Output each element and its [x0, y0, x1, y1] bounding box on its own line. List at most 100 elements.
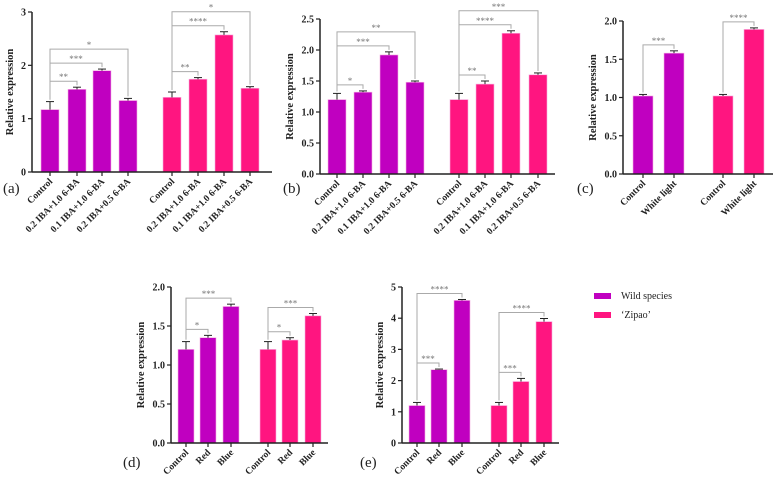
bar: [453, 300, 471, 444]
significance-label: ***: [356, 37, 370, 47]
y-tick-label: 0: [21, 168, 26, 179]
x-tick-label: Red: [425, 448, 444, 467]
bar: [512, 381, 530, 444]
legend-label: Wild species: [621, 291, 672, 302]
x-tick-label: Control: [699, 179, 729, 209]
significance-bracket: [642, 44, 675, 93]
y-axis-title: Relative expression: [375, 322, 386, 409]
legend: Wild species ‘Zipao’: [594, 291, 672, 321]
significance-label: ****: [476, 16, 495, 26]
bar: [304, 315, 322, 444]
bar: [162, 97, 182, 173]
x-tick-label: Blue: [529, 448, 549, 468]
significance-label: ****: [513, 304, 532, 314]
x-tick-label: Blue: [298, 448, 318, 468]
significance-bracket: [458, 10, 539, 92]
significance-bracket: [49, 48, 129, 100]
bar: [353, 91, 373, 175]
panel-label: (e): [360, 455, 377, 471]
panel-b: ***************0.00.51.01.52.02.5Relativ…: [283, 2, 555, 237]
bar: [240, 87, 260, 173]
significance-label: ***: [69, 54, 83, 64]
x-tick-label: Red: [507, 448, 526, 467]
significance-bracket: [336, 31, 416, 92]
y-axis-title: Relative expression: [5, 49, 16, 136]
significance-label: **: [181, 63, 191, 73]
bar: [449, 99, 469, 175]
panel-label: (c): [577, 181, 594, 197]
bar: [118, 100, 138, 173]
significance-bracket: [267, 331, 291, 340]
significance-label: ****: [431, 284, 450, 294]
legend-swatch: [594, 312, 611, 318]
x-tick-label: Blue: [216, 448, 236, 468]
y-tick-label: 0.5: [605, 131, 618, 142]
y-tick-label: 0.5: [153, 400, 166, 411]
x-tick-label: Control: [162, 448, 192, 478]
significance-label: ***: [492, 2, 506, 12]
bar: [632, 95, 654, 175]
bar: [430, 369, 448, 444]
y-tick-label: 5: [391, 283, 396, 294]
panel-label: (d): [123, 455, 141, 471]
bar: [188, 78, 208, 173]
y-tick-label: 3: [21, 8, 26, 19]
significance-bracket: [267, 307, 314, 340]
y-axis-title: Relative expression: [588, 54, 599, 141]
bar: [327, 99, 347, 175]
bar: [379, 54, 399, 175]
x-tick-label: Control: [619, 179, 649, 209]
x-tick-label: Red: [194, 448, 213, 467]
bar: [663, 52, 685, 175]
significance-bracket: [498, 312, 545, 401]
legend-swatch: [594, 293, 611, 299]
significance-label: *: [209, 3, 214, 13]
bar: [214, 34, 234, 173]
x-tick-label: Control: [393, 448, 423, 478]
bar: [501, 32, 521, 175]
y-tick-label: 2.0: [302, 46, 315, 57]
significance-label: ***: [421, 354, 435, 364]
bar: [475, 83, 495, 175]
y-tick-label: 2.0: [153, 283, 166, 294]
legend-label: ‘Zipao’: [621, 310, 651, 321]
significance-label: *: [348, 76, 353, 86]
panel-label: (b): [283, 181, 301, 197]
panel-label: (a): [3, 181, 20, 197]
y-tick-label: 2.0: [605, 17, 618, 28]
y-axis-title: Relative expression: [136, 322, 147, 409]
x-tick-label: Control: [244, 448, 274, 478]
y-tick-label: 1.5: [605, 55, 618, 66]
significance-label: *: [277, 323, 282, 333]
x-tick-label: Control: [475, 448, 505, 478]
bar: [40, 109, 60, 173]
y-tick-label: 0.5: [302, 139, 315, 150]
y-tick-label: 1: [391, 407, 396, 418]
bar: [528, 74, 548, 175]
bar: [199, 337, 217, 444]
bar: [222, 306, 240, 444]
y-tick-label: 2: [21, 61, 26, 72]
significance-label: ***: [202, 289, 216, 299]
significance-label: ***: [284, 299, 298, 309]
significance-label: ***: [503, 363, 517, 373]
significance-label: ****: [189, 17, 208, 27]
significance-label: **: [59, 72, 69, 82]
y-tick-label: 4: [391, 314, 396, 325]
significance-label: ****: [730, 13, 749, 23]
significance-bracket: [171, 11, 251, 90]
bar: [408, 405, 426, 444]
x-tick-label: Red: [276, 448, 295, 467]
bar: [712, 95, 734, 175]
y-axis-title: Relative expression: [285, 53, 296, 140]
significance-label: *: [87, 40, 92, 50]
y-tick-label: 1.0: [605, 93, 618, 104]
significance-bracket: [416, 292, 463, 401]
y-tick-label: 1.5: [153, 322, 166, 333]
y-tick-label: 1.5: [302, 77, 315, 88]
bar: [535, 321, 553, 444]
bar: [92, 70, 112, 173]
